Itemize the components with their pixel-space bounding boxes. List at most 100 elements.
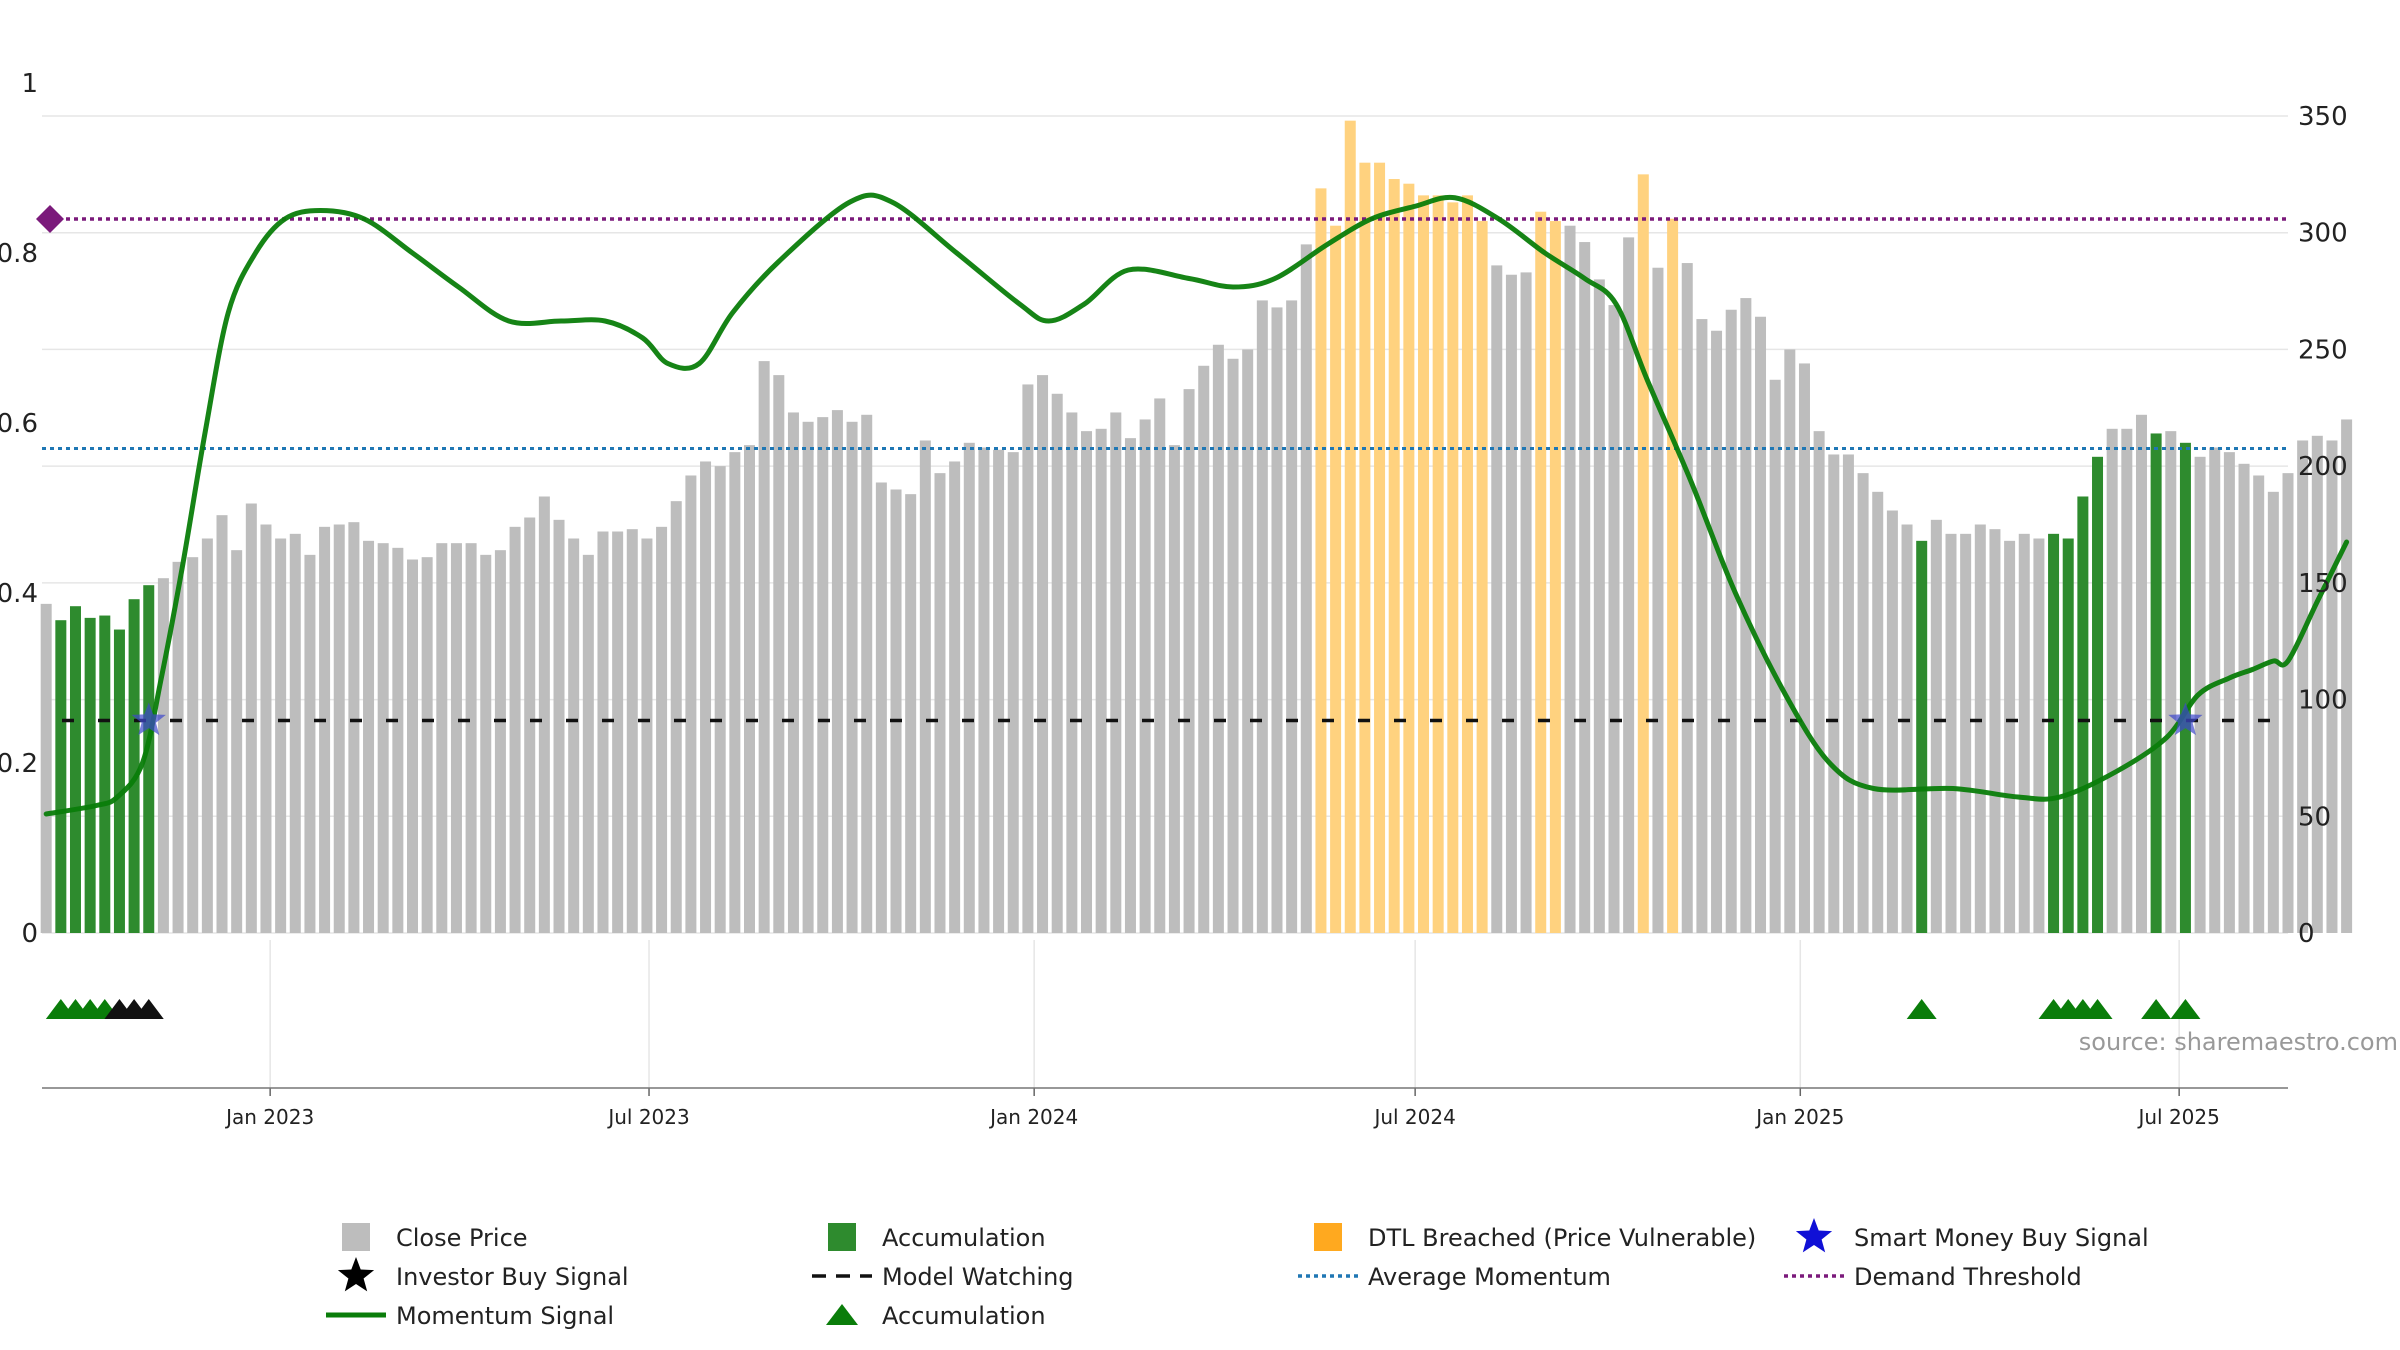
right-tick-label: 0	[2298, 919, 2315, 949]
close-price-bar	[1051, 393, 1063, 933]
accumulation-triangle	[2170, 999, 2201, 1019]
left-tick-label: 0.8	[0, 239, 38, 269]
legend-item: Smart Money Buy Signal	[1795, 1218, 2149, 1253]
close-price-bar	[1520, 272, 1532, 933]
close-price-bar	[1037, 375, 1049, 933]
close-price-bar	[1681, 263, 1693, 933]
accumulation-bar	[55, 620, 67, 933]
dtl-bar	[1667, 218, 1679, 934]
close-price-bar	[172, 561, 184, 933]
legend-label: Accumulation	[882, 1224, 1046, 1252]
close-price-bar	[1212, 344, 1224, 933]
legend-label: Momentum Signal	[396, 1302, 614, 1330]
close-price-bar	[568, 538, 580, 933]
close-price-bar	[744, 445, 756, 933]
investor-buy-triangle	[133, 999, 164, 1019]
close-price-bar	[2282, 473, 2294, 933]
accumulation-bar	[2077, 496, 2089, 933]
close-price-bar	[685, 475, 697, 933]
close-price-bar	[1652, 267, 1664, 933]
axis-layer: 0 50 100 150 200 250 300 350 0 0.2 0.4 0.6 0.8 1 Jan 2…	[0, 69, 2348, 1129]
close-price-bar	[1300, 244, 1312, 933]
legend-label: DTL Breached (Price Vulnerable)	[1368, 1224, 1756, 1252]
close-price-bar	[260, 524, 272, 933]
x-tick-label: Jan 2023	[224, 1105, 314, 1129]
accumulation-bar	[1916, 540, 1928, 933]
close-price-bar	[758, 361, 770, 934]
close-price-bar	[890, 489, 902, 933]
x-tick-label: Jan 2025	[1754, 1105, 1844, 1129]
close-price-bar	[2135, 414, 2147, 933]
dtl-bar	[1388, 179, 1400, 934]
close-price-bar	[582, 554, 594, 933]
x-tick-label: Jan 2024	[988, 1105, 1078, 1129]
close-price-bar	[1960, 533, 1972, 933]
close-price-bar	[1945, 533, 1957, 933]
dtl-bar	[1432, 195, 1444, 933]
close-price-bar	[363, 540, 375, 933]
close-price-bar	[494, 550, 506, 933]
close-price-bar	[2341, 419, 2353, 933]
close-price-bar	[802, 421, 814, 933]
close-price-bar	[1711, 330, 1723, 933]
accumulation-bar	[2092, 456, 2104, 933]
accumulation-bar	[128, 599, 140, 933]
legend-label: Average Momentum	[1368, 1263, 1611, 1291]
close-price-bar	[245, 503, 257, 933]
legend-item: Close Price	[342, 1223, 528, 1252]
close-price-bar	[670, 501, 682, 933]
close-price-bar	[1095, 428, 1107, 933]
close-price-bar	[1110, 412, 1122, 933]
dtl-bar	[1637, 174, 1649, 933]
legend-label: Demand Threshold	[1854, 1263, 2082, 1291]
legend-item: Average Momentum	[1298, 1263, 1611, 1291]
dtl-bar	[1344, 120, 1356, 933]
right-tick-label: 350	[2298, 102, 2348, 132]
accumulation-bar	[69, 606, 81, 933]
close-price-bar	[2106, 428, 2118, 933]
close-price-bar	[1696, 319, 1708, 933]
accumulation-bar	[2150, 433, 2162, 933]
close-price-bar	[450, 543, 462, 933]
close-price-bar	[421, 557, 433, 933]
close-price-bar	[729, 452, 741, 933]
close-price-bar	[201, 538, 213, 933]
right-tick-label: 250	[2298, 335, 2348, 365]
legend-item: Demand Threshold	[1784, 1263, 2082, 1291]
momentum-signal-line	[43, 192, 2350, 817]
close-price-bar	[1183, 389, 1195, 933]
close-price-bar	[831, 410, 843, 933]
dtl-bar	[1535, 211, 1547, 934]
close-price-bar	[861, 414, 873, 933]
close-price-bar	[714, 466, 726, 933]
close-price-bar	[1139, 419, 1151, 933]
close-price-bar	[216, 515, 228, 933]
source-text: source: sharemaestro.com	[2079, 1028, 2398, 1056]
close-price-bar	[289, 533, 301, 933]
close-price-bar	[1901, 524, 1913, 933]
close-price-bar	[1974, 524, 1986, 933]
close-price-bar	[2004, 540, 2016, 933]
close-price-bar	[1872, 491, 1884, 933]
close-price-bar	[773, 375, 785, 933]
right-tick-label: 300	[2298, 219, 2348, 249]
right-tick-label: 200	[2298, 452, 2348, 482]
accumulation-triangle	[2082, 999, 2113, 1019]
close-price-bar	[993, 449, 1005, 933]
close-price-bar	[333, 524, 345, 933]
dtl-bar	[1359, 162, 1371, 933]
right-tick-label: 50	[2298, 802, 2331, 832]
threshold-diamond-marker	[36, 205, 64, 233]
dtl-bar	[1549, 221, 1561, 934]
right-tick-label: 150	[2298, 569, 2348, 599]
close-price-bar	[1755, 316, 1767, 934]
legend-item: Investor Buy Signal	[337, 1257, 629, 1292]
close-price-bar	[1828, 454, 1840, 933]
left-tick-label: 0.4	[0, 579, 38, 609]
close-price-bar	[787, 412, 799, 933]
close-price-bar	[2018, 533, 2030, 933]
close-price-bar	[1593, 279, 1605, 933]
close-price-bar	[1505, 274, 1517, 933]
close-price-bar	[1022, 384, 1034, 933]
